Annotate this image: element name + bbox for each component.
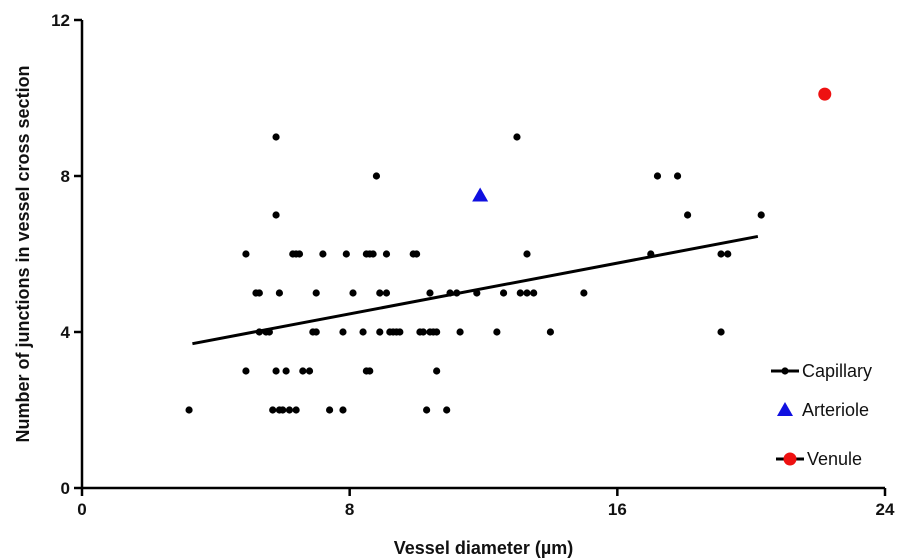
legend-marker-capillary [781, 367, 789, 375]
legend: Capillary Arteriole Venule [771, 361, 872, 469]
x-axis-title: Vessel diameter (µm) [394, 538, 573, 558]
capillary-point [369, 250, 377, 258]
capillary-point [513, 133, 521, 141]
capillary-point [265, 328, 273, 336]
capillary-point [499, 289, 508, 297]
y-tick-label: 4 [61, 323, 71, 342]
capillary-point [269, 406, 277, 414]
capillary-point [342, 250, 350, 258]
capillary-point [242, 250, 250, 258]
capillary-point [523, 289, 531, 297]
x-tick-label: 0 [77, 500, 86, 519]
axes: 0 4 8 12 0 8 16 24 [51, 11, 895, 519]
x-ticks: 0 8 16 24 [77, 488, 895, 519]
capillary-point [456, 328, 464, 336]
capillary-point [319, 250, 327, 258]
capillary-point [242, 367, 250, 375]
capillary-point [295, 250, 304, 258]
capillary-point [446, 289, 454, 297]
capillary-point [419, 328, 427, 336]
y-tick-label: 12 [51, 11, 70, 30]
capillary-point [396, 328, 404, 336]
capillary-point [382, 289, 391, 297]
capillary-point [493, 328, 501, 336]
capillary-point [433, 328, 441, 336]
capillary-point [359, 328, 367, 336]
arteriole-point [472, 187, 489, 202]
capillary-point [724, 250, 732, 258]
capillary-point [757, 211, 765, 219]
capillary-point [312, 289, 320, 297]
capillary-point [473, 289, 481, 297]
capillary-point [272, 367, 280, 375]
capillary-point [339, 328, 347, 336]
capillary-point [292, 406, 300, 414]
capillary-point [673, 172, 682, 180]
capillary-point [516, 289, 524, 297]
capillary-point [433, 367, 441, 375]
y-ticks: 0 4 8 12 [51, 11, 82, 498]
capillary-point [255, 289, 263, 297]
capillary-point [683, 211, 692, 219]
capillary-point [325, 406, 334, 414]
capillary-point [426, 289, 434, 297]
legend-marker-venule [783, 452, 797, 466]
capillary-point [305, 367, 314, 375]
capillary-point [376, 289, 384, 297]
legend-marker-arteriole [777, 402, 793, 416]
capillary-point [717, 250, 725, 258]
legend-label-venule: Venule [807, 449, 862, 469]
legend-label-capillary: Capillary [802, 361, 872, 381]
capillary-point [349, 289, 357, 297]
y-tick-label: 8 [61, 167, 70, 186]
capillary-point [453, 289, 461, 297]
capillary-point [376, 328, 384, 336]
capillary-point [647, 250, 655, 258]
capillary-point [423, 406, 431, 414]
capillary-point [717, 328, 725, 336]
legend-label-arteriole: Arteriole [802, 400, 869, 420]
x-tick-label: 24 [876, 500, 895, 519]
capillary-point [185, 406, 193, 414]
capillary-point [299, 367, 307, 375]
capillary-point [546, 328, 555, 336]
capillary-point [272, 133, 280, 141]
capillary-point [366, 367, 374, 375]
y-axis-title: Number of junctions in vessel cross sect… [13, 65, 33, 442]
capillary-point [443, 406, 451, 414]
capillary-point [275, 289, 284, 297]
capillary-point [312, 328, 320, 336]
capillary-point [580, 289, 588, 297]
venule-point [818, 87, 832, 101]
capillary-point [382, 250, 391, 258]
y-tick-label: 0 [61, 479, 70, 498]
capillary-point [412, 250, 421, 258]
capillary-point [653, 172, 662, 180]
capillary-point [523, 250, 531, 258]
x-tick-label: 8 [345, 500, 354, 519]
data-points [185, 87, 832, 414]
capillary-point [255, 328, 263, 336]
capillary-point [282, 367, 290, 375]
capillary-point [530, 289, 538, 297]
capillary-point [372, 172, 381, 180]
capillary-point [279, 406, 287, 414]
capillary-point [285, 406, 294, 414]
capillary-point [272, 211, 280, 219]
x-tick-label: 16 [608, 500, 627, 519]
capillary-point [339, 406, 347, 414]
